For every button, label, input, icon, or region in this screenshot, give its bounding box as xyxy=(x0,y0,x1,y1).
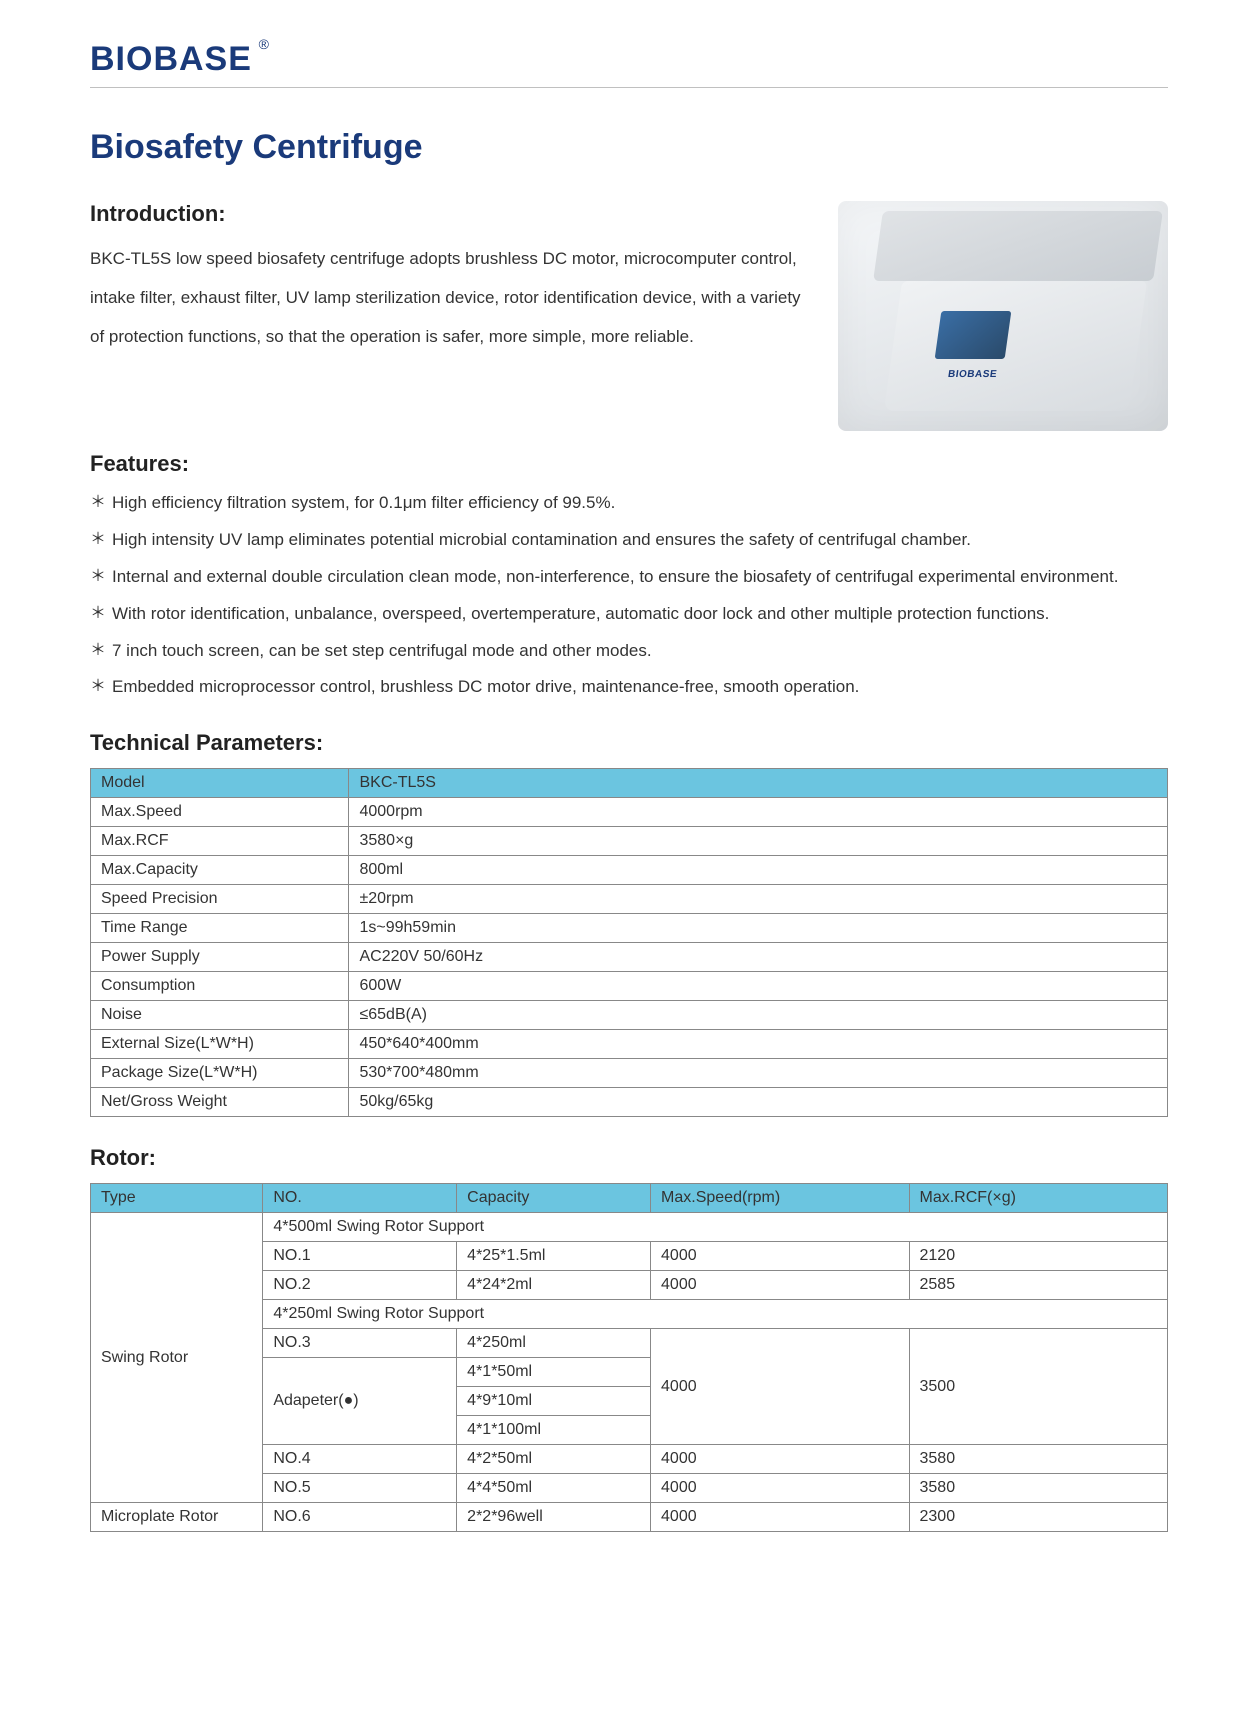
param-value: 530*700*480mm xyxy=(349,1059,1168,1088)
table-row: Microplate Rotor NO.6 2*2*96well 4000 23… xyxy=(91,1503,1168,1532)
rotor-speed: 4000 xyxy=(651,1503,909,1532)
param-value: ≤65dB(A) xyxy=(349,1001,1168,1030)
product-brand-label: BIOBASE xyxy=(947,369,998,380)
rotor-cap: 4*2*50ml xyxy=(457,1445,651,1474)
rotor-rcf: 3580 xyxy=(909,1445,1168,1474)
param-label: Time Range xyxy=(91,914,349,943)
table-row: Max.Speed4000rpm xyxy=(91,798,1168,827)
rotor-no: NO.6 xyxy=(263,1503,457,1532)
rotor-cap: 4*24*2ml xyxy=(457,1271,651,1300)
table-row: Package Size(L*W*H)530*700*480mm xyxy=(91,1059,1168,1088)
table-row: Time Range1s~99h59min xyxy=(91,914,1168,943)
param-label: Noise xyxy=(91,1001,349,1030)
feature-item: 7 inch touch screen, can be set step cen… xyxy=(90,637,1168,666)
feature-item: High efficiency filtration system, for 0… xyxy=(90,489,1168,518)
features-list: High efficiency filtration system, for 0… xyxy=(90,489,1168,702)
param-value: 50kg/65kg xyxy=(349,1088,1168,1117)
product-image: BIOBASE xyxy=(838,201,1168,431)
feature-item: With rotor identification, unbalance, ov… xyxy=(90,600,1168,629)
rotor-cap: 4*25*1.5ml xyxy=(457,1242,651,1271)
rotor-speed: 4000 xyxy=(651,1242,909,1271)
rotor-speed: 4000 xyxy=(651,1474,909,1503)
rotor-no: NO.1 xyxy=(263,1242,457,1271)
features-heading: Features: xyxy=(90,451,1168,477)
tech-params-table: Model BKC-TL5S Max.Speed4000rpm Max.RCF3… xyxy=(90,768,1168,1117)
table-row: Max.RCF3580×g xyxy=(91,827,1168,856)
table-row: Net/Gross Weight50kg/65kg xyxy=(91,1088,1168,1117)
col-max-rcf: Max.RCF(×g) xyxy=(909,1184,1168,1213)
table-header-row: Model BKC-TL5S xyxy=(91,769,1168,798)
rotor-heading: Rotor: xyxy=(90,1145,1168,1171)
microplate-rotor-label: Microplate Rotor xyxy=(91,1503,263,1532)
param-value: 1s~99h59min xyxy=(349,914,1168,943)
table-row: Noise≤65dB(A) xyxy=(91,1001,1168,1030)
param-label: Max.Capacity xyxy=(91,856,349,885)
rotor-no: NO.2 xyxy=(263,1271,457,1300)
param-label: Speed Precision xyxy=(91,885,349,914)
swing-rotor-label: Swing Rotor xyxy=(91,1213,263,1503)
param-label: Consumption xyxy=(91,972,349,1001)
rotor-rcf: 3580 xyxy=(909,1474,1168,1503)
feature-item: Internal and external double circulation… xyxy=(90,563,1168,592)
rotor-cap: 4*1*100ml xyxy=(457,1416,651,1445)
param-label: Power Supply xyxy=(91,943,349,972)
param-value: AC220V 50/60Hz xyxy=(349,943,1168,972)
rotor-no: NO.3 xyxy=(263,1329,457,1358)
rotor-support-row: 4*500ml Swing Rotor Support xyxy=(263,1213,1168,1242)
table-row: Speed Precision±20rpm xyxy=(91,885,1168,914)
table-row: Max.Capacity800ml xyxy=(91,856,1168,885)
col-type: Type xyxy=(91,1184,263,1213)
rotor-rcf: 2585 xyxy=(909,1271,1168,1300)
header-bar: BIOBASE ® xyxy=(90,40,1168,88)
introduction-text: BKC-TL5S low speed biosafety centrifuge … xyxy=(90,239,808,356)
param-label: Max.Speed xyxy=(91,798,349,827)
rotor-no: NO.4 xyxy=(263,1445,457,1474)
param-label: Max.RCF xyxy=(91,827,349,856)
rotor-cap: 2*2*96well xyxy=(457,1503,651,1532)
rotor-speed: 4000 xyxy=(651,1445,909,1474)
rotor-speed: 4000 xyxy=(651,1271,909,1300)
rotor-cap: 4*4*50ml xyxy=(457,1474,651,1503)
rotor-cap: 4*250ml xyxy=(457,1329,651,1358)
col-max-speed: Max.Speed(rpm) xyxy=(651,1184,909,1213)
adapter-label: Adapeter(●) xyxy=(263,1358,457,1445)
rotor-support-row: 4*250ml Swing Rotor Support xyxy=(263,1300,1168,1329)
rotor-rcf: 2120 xyxy=(909,1242,1168,1271)
rotor-cap: 4*9*10ml xyxy=(457,1387,651,1416)
rotor-speed: 4000 xyxy=(651,1329,909,1445)
introduction-heading: Introduction: xyxy=(90,201,808,227)
product-screen-icon xyxy=(935,311,1012,359)
table-row: Swing Rotor 4*500ml Swing Rotor Support xyxy=(91,1213,1168,1242)
page-title: Biosafety Centrifuge xyxy=(90,128,1168,167)
introduction-section: Introduction: BKC-TL5S low speed biosafe… xyxy=(90,201,1168,431)
registered-mark: ® xyxy=(259,36,270,52)
rotor-cap: 4*1*50ml xyxy=(457,1358,651,1387)
model-header: Model xyxy=(91,769,349,798)
rotor-rcf: 2300 xyxy=(909,1503,1168,1532)
col-no: NO. xyxy=(263,1184,457,1213)
brand-name: BIOBASE xyxy=(90,40,252,78)
param-label: Package Size(L*W*H) xyxy=(91,1059,349,1088)
table-row: External Size(L*W*H)450*640*400mm xyxy=(91,1030,1168,1059)
col-capacity: Capacity xyxy=(457,1184,651,1213)
param-value: 3580×g xyxy=(349,827,1168,856)
table-row: Consumption600W xyxy=(91,972,1168,1001)
rotor-rcf: 3500 xyxy=(909,1329,1168,1445)
param-value: ±20rpm xyxy=(349,885,1168,914)
param-value: 450*640*400mm xyxy=(349,1030,1168,1059)
param-value: 4000rpm xyxy=(349,798,1168,827)
tech-params-heading: Technical Parameters: xyxy=(90,730,1168,756)
table-header-row: Type NO. Capacity Max.Speed(rpm) Max.RCF… xyxy=(91,1184,1168,1213)
feature-item: Embedded microprocessor control, brushle… xyxy=(90,673,1168,702)
feature-item: High intensity UV lamp eliminates potent… xyxy=(90,526,1168,555)
brand-logo: BIOBASE ® xyxy=(90,40,252,79)
param-label: External Size(L*W*H) xyxy=(91,1030,349,1059)
param-value: 600W xyxy=(349,972,1168,1001)
rotor-no: NO.5 xyxy=(263,1474,457,1503)
rotor-table: Type NO. Capacity Max.Speed(rpm) Max.RCF… xyxy=(90,1183,1168,1532)
param-value: 800ml xyxy=(349,856,1168,885)
table-row: Power SupplyAC220V 50/60Hz xyxy=(91,943,1168,972)
model-value: BKC-TL5S xyxy=(349,769,1168,798)
param-label: Net/Gross Weight xyxy=(91,1088,349,1117)
